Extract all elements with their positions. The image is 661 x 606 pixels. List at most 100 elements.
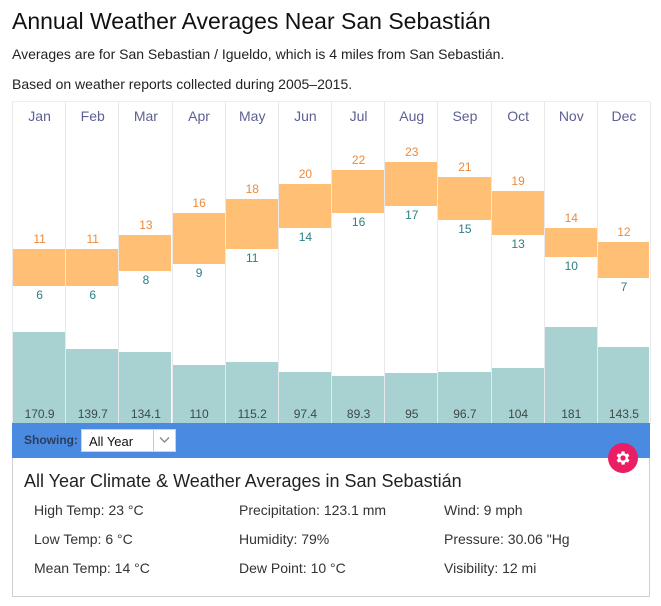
- precipitation-label: 97.4: [293, 407, 318, 421]
- precipitation-bar: [172, 365, 225, 424]
- summary-stat: Low Temp: 6 °C: [34, 531, 133, 547]
- low-temp-label: 10: [564, 258, 578, 273]
- page-title: Annual Weather Averages Near San Sebasti…: [12, 8, 491, 34]
- month-column[interactable]: Apr 16 9 110: [171, 102, 226, 424]
- precipitation-bar: [225, 362, 278, 424]
- weather-chart: Jan 11 6 170.9 Feb 11 6 139.7 Mar 13 8 134.1 Apr 16 9 1…: [12, 101, 652, 424]
- temp-range-bar: [332, 169, 385, 213]
- precipitation-label: 115.2: [237, 407, 267, 421]
- high-temp-label: 20: [298, 167, 313, 181]
- precipitation-bar: [13, 332, 66, 424]
- month-column[interactable]: Mar 13 8 134.1: [118, 102, 172, 424]
- precipitation-bar: [544, 326, 597, 424]
- temp-range-bar: [491, 191, 544, 235]
- low-temp-label: 6: [36, 287, 43, 302]
- showing-bar: Showing: All Year: [12, 423, 650, 458]
- summary-stat: Humidity: 79%: [239, 531, 330, 547]
- low-temp-label: 8: [142, 273, 150, 287]
- precipitation-bar: [66, 349, 119, 424]
- temp-range-bar: [13, 249, 66, 286]
- high-temp-label: 23: [405, 145, 419, 160]
- precipitation-label: 139.7: [77, 407, 108, 421]
- precipitation-bar: [332, 376, 385, 424]
- month-label: Mar: [133, 108, 158, 124]
- month-label: Feb: [80, 108, 105, 124]
- month-label: Sep: [452, 108, 478, 124]
- month-column[interactable]: Jul 22 16 89.3: [331, 102, 385, 424]
- station-note: Averages are for San Sebastian / Igueldo…: [12, 46, 505, 62]
- period-select-toggle[interactable]: [153, 430, 175, 451]
- chevron-down-icon: [159, 437, 170, 443]
- month-label: Jul: [349, 108, 368, 124]
- summary-panel: All Year Climate & Weather Averages in S…: [12, 458, 650, 597]
- month-label: Aug: [399, 108, 425, 124]
- precipitation-bar: [385, 373, 438, 424]
- showing-label: Showing:: [24, 433, 78, 447]
- low-temp-label: 14: [298, 229, 313, 244]
- summary-stat: Mean Temp: 14 °C: [34, 560, 150, 576]
- month-column[interactable]: Dec 12 7 143.5: [596, 102, 652, 424]
- temp-range-bar: [597, 242, 650, 279]
- settings-button[interactable]: [608, 443, 638, 473]
- high-temp-label: 12: [617, 225, 631, 239]
- low-temp-label: 17: [405, 207, 419, 222]
- period-select[interactable]: All Year: [81, 429, 176, 452]
- low-temp-label: 16: [351, 215, 366, 229]
- month-column[interactable]: Nov 14 10 181: [543, 102, 598, 424]
- temp-range-bar: [66, 249, 119, 286]
- precipitation-bar: [491, 368, 544, 424]
- low-temp-label: 11: [246, 251, 259, 266]
- low-temp-label: 9: [195, 265, 203, 280]
- high-temp-label: 11: [33, 232, 46, 247]
- summary-stat: Precipitation: 123.1 mm: [239, 502, 387, 518]
- month-column[interactable]: Oct 19 13 104: [490, 102, 545, 424]
- precipitation-label: 170.9: [24, 407, 55, 421]
- month-column[interactable]: Jan 11 6 170.9: [12, 102, 66, 424]
- month-label: Jan: [28, 108, 51, 124]
- month-label: May: [239, 108, 266, 124]
- precipitation-bar: [597, 347, 650, 424]
- month-column[interactable]: May 18 11 115.2: [224, 102, 279, 424]
- month-column[interactable]: Aug 23 17 95: [384, 102, 438, 424]
- high-temp-label: 11: [86, 232, 99, 247]
- temp-range-bar: [438, 176, 491, 221]
- precipitation-label: 110: [189, 407, 209, 421]
- high-temp-label: 19: [511, 174, 525, 189]
- high-temp-label: 14: [564, 210, 578, 225]
- period-select-value: All Year: [89, 434, 134, 449]
- temp-range-bar: [172, 213, 225, 264]
- summary-stat: Visibility: 12 mi: [444, 560, 537, 576]
- summary-stat: Dew Point: 10 °C: [239, 560, 346, 576]
- month-label: Jun: [294, 108, 317, 124]
- summary-stat: Pressure: 30.06 "Hg: [444, 531, 570, 547]
- high-temp-label: 18: [245, 181, 259, 196]
- precipitation-label: 134.1: [130, 407, 161, 421]
- summary-title: All Year Climate & Weather Averages in S…: [24, 471, 462, 491]
- temp-range-bar: [544, 227, 597, 257]
- temp-range-bar: [385, 162, 438, 206]
- temp-range-bar: [119, 234, 172, 271]
- low-temp-label: 15: [458, 222, 472, 237]
- high-temp-label: 13: [139, 217, 153, 232]
- precipitation-bar: [438, 372, 491, 424]
- period-note: Based on weather reports collected durin…: [12, 76, 353, 92]
- month-column[interactable]: Sep 21 15 96.7: [437, 102, 491, 424]
- precipitation-label: 143.5: [608, 407, 639, 421]
- month-label: Dec: [611, 108, 637, 124]
- high-temp-label: 21: [458, 159, 472, 174]
- precipitation-bar: [278, 371, 331, 424]
- month-column[interactable]: Feb 11 6 139.7: [65, 102, 119, 424]
- precipitation-label: 95: [405, 407, 419, 421]
- month-column[interactable]: Jun 20 14 97.4: [277, 102, 332, 424]
- high-temp-label: 16: [192, 196, 206, 210]
- summary-stat: High Temp: 23 °C: [34, 502, 144, 518]
- month-label: Oct: [507, 108, 529, 124]
- gear-icon: [616, 451, 630, 465]
- precipitation-label: 96.7: [453, 407, 477, 421]
- precipitation-label: 104: [508, 407, 529, 421]
- temp-range-bar: [278, 184, 331, 228]
- low-temp-label: 6: [89, 287, 97, 302]
- low-temp-label: 7: [620, 280, 628, 295]
- summary-stat: Wind: 9 mph: [444, 502, 523, 518]
- month-label: Nov: [558, 108, 584, 124]
